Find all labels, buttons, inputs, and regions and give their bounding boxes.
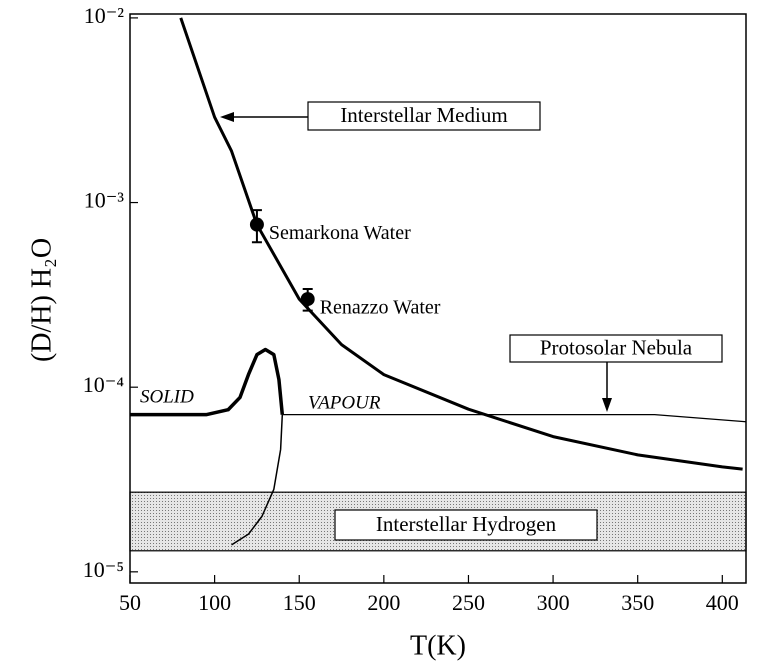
y-tick-label: 10⁻⁴ bbox=[83, 372, 125, 397]
x-tick-label: 400 bbox=[706, 590, 739, 615]
annotation: VAPOUR bbox=[308, 392, 381, 413]
curve bbox=[179, 17, 743, 471]
x-tick-label: 150 bbox=[283, 590, 316, 615]
plot-frame bbox=[129, 13, 747, 584]
point-label: Semarkona Water bbox=[269, 222, 411, 244]
x-tick-label: 350 bbox=[621, 590, 654, 615]
annotation: Interstellar Medium bbox=[340, 103, 507, 127]
x-tick-label: 300 bbox=[537, 590, 570, 615]
x-tick-label: 100 bbox=[198, 590, 231, 615]
point-label: Renazzo Water bbox=[320, 297, 441, 319]
curve bbox=[130, 347, 285, 417]
arrowhead bbox=[602, 398, 612, 412]
y-axis-title: (D/H) H₂O bbox=[26, 238, 57, 362]
x-tick-label: 200 bbox=[367, 590, 400, 615]
curve bbox=[231, 414, 284, 546]
annotation-box bbox=[509, 334, 723, 363]
band-label: Interstellar Hydrogen bbox=[376, 512, 557, 536]
x-tick-label: 250 bbox=[452, 590, 485, 615]
y-tick-label: 10⁻² bbox=[84, 3, 125, 28]
data-point bbox=[249, 217, 264, 232]
x-axis-title: T(K) bbox=[410, 630, 466, 661]
data-point bbox=[300, 292, 315, 307]
arrowhead bbox=[220, 112, 234, 122]
annotation: Protosolar Nebula bbox=[540, 335, 693, 359]
x-tick-label: 50 bbox=[119, 590, 141, 615]
curve bbox=[282, 414, 747, 423]
annotation-box bbox=[334, 509, 598, 541]
y-tick-label: 10⁻³ bbox=[84, 188, 125, 213]
annotation: SOLID bbox=[140, 386, 194, 407]
y-tick-label: 10⁻⁵ bbox=[83, 557, 124, 582]
annotation-box bbox=[307, 101, 541, 131]
